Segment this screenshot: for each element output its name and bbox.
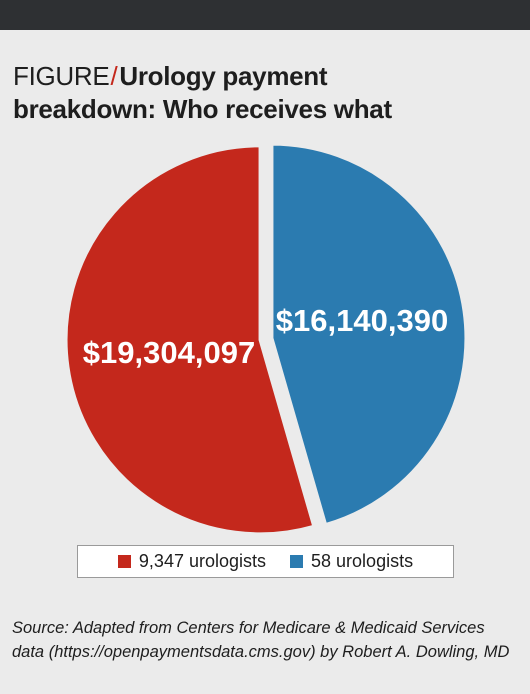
top-bar <box>0 0 530 30</box>
slice-label-red: $19,304,097 <box>83 335 255 370</box>
legend-label-blue: 58 urologists <box>311 551 414 571</box>
pie-slice-blue <box>270 142 468 527</box>
figure-prefix: FIGURE <box>13 61 110 91</box>
legend-swatch-blue <box>290 555 304 568</box>
source-line-1: Source: Adapted from Centers for Medicar… <box>12 619 485 637</box>
legend-swatch-red <box>117 555 131 568</box>
title-line-2: breakdown: Who receives what <box>13 94 392 124</box>
legend-item-red: 9,347 urologists <box>117 551 267 572</box>
title-line-1: Urology payment <box>119 61 328 91</box>
pie-slice-red <box>64 144 316 536</box>
pie-chart: $19,304,097 $16,140,390 <box>64 142 468 536</box>
slice-label-blue: $16,140,390 <box>276 303 448 338</box>
source-line-2: data (https://openpaymentsdata.cms.gov) … <box>12 643 510 661</box>
legend-label-red: 9,347 urologists <box>138 551 267 571</box>
legend-item-blue: 58 urologists <box>290 551 413 572</box>
figure-separator: / <box>110 61 118 91</box>
figure-title: FIGURE/Urology payment breakdown: Who re… <box>13 60 513 126</box>
source-note: Source: Adapted from Centers for Medicar… <box>12 616 522 664</box>
legend: 9,347 urologists 58 urologists <box>77 545 454 578</box>
